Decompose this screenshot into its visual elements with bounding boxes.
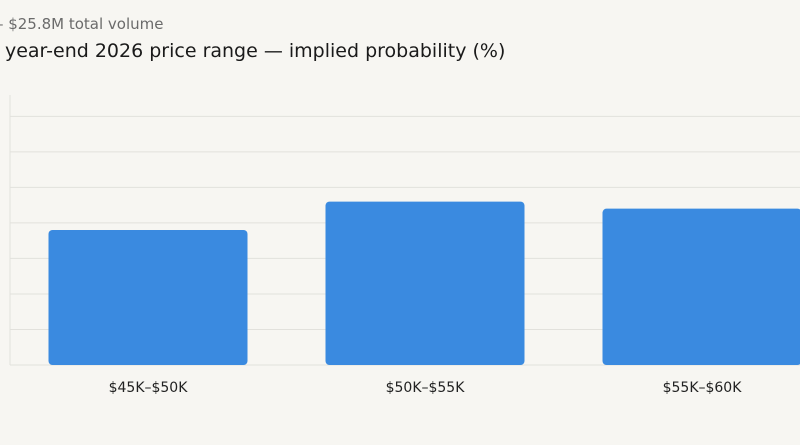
bars — [48, 201, 800, 365]
chart-subtitle: hi — $25.8M total volume — [0, 15, 164, 33]
bar-2 — [602, 208, 800, 365]
chart-title: oin year-end 2026 price range — implied … — [0, 40, 506, 62]
x-tick-label: $50K–$55K — [386, 380, 466, 396]
x-tick-label: $45K–$50K — [109, 380, 189, 396]
x-tick-label: $55K–$60K — [663, 380, 743, 396]
bar-1 — [325, 201, 525, 365]
bar-0 — [48, 230, 248, 365]
x-tick-labels: $45K–$50K $50K–$55K $55K–$60K — [109, 380, 743, 396]
